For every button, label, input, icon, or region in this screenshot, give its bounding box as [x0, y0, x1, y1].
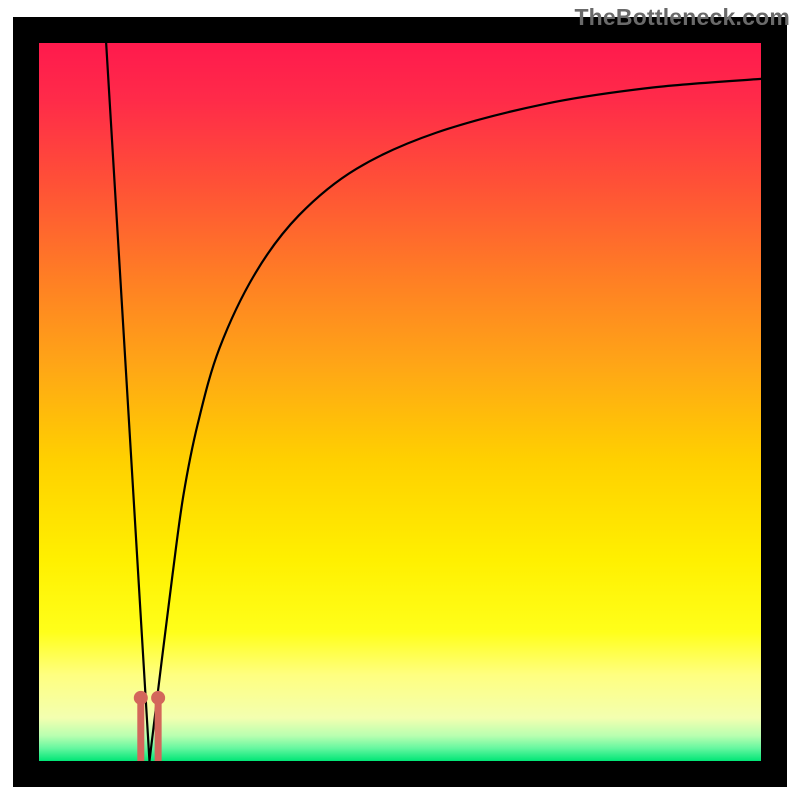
gradient-background [39, 43, 761, 761]
marker-dot [151, 691, 165, 705]
chart-container: TheBottleneck.com [0, 0, 800, 800]
marker-dot [134, 691, 148, 705]
chart-svg [0, 0, 800, 800]
watermark-text: TheBottleneck.com [574, 4, 790, 31]
